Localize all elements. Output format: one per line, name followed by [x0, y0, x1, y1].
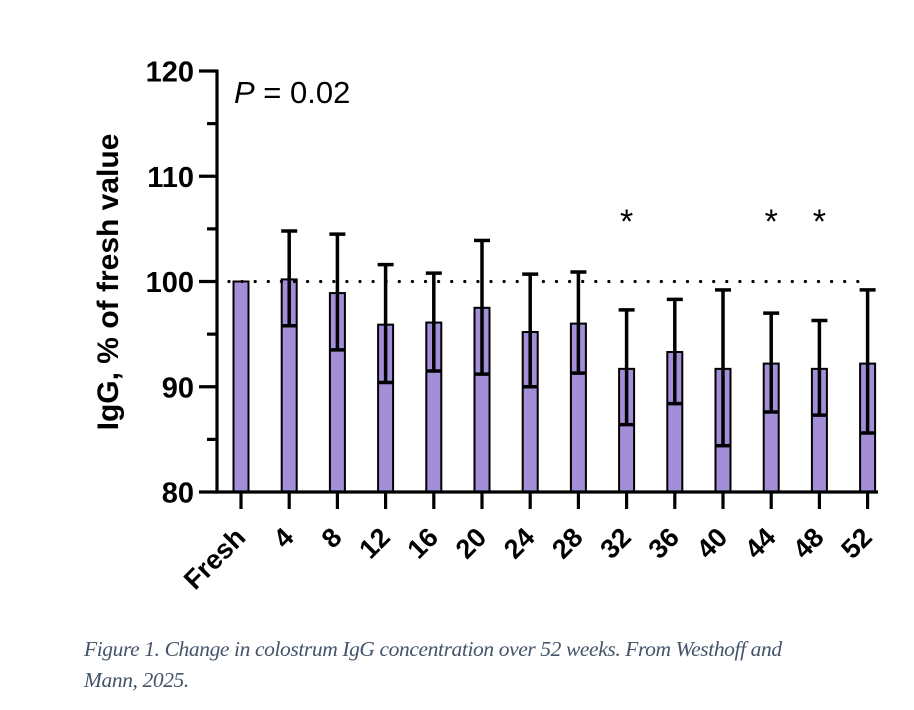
caption-line-2: Mann, 2025.	[84, 668, 189, 692]
error-bar-28	[570, 270, 587, 375]
bar-fresh	[232, 280, 250, 493]
x-tick-label: 24	[498, 522, 540, 564]
error-bar-52	[859, 288, 876, 435]
significance-star-32: *	[620, 203, 633, 241]
error-bar-8	[329, 232, 346, 352]
y-axis-label: IgG, % of fresh value	[92, 134, 125, 431]
error-bar-16	[425, 271, 442, 373]
p-value-annotation: P = 0.02	[234, 75, 350, 110]
error-bar-20	[474, 238, 490, 376]
error-bar-12	[377, 262, 394, 385]
bars-layer	[232, 278, 877, 494]
error-bars-layer	[281, 229, 876, 448]
x-tick-label: 44	[739, 522, 781, 564]
y-axis: 80 90 100 110 120	[146, 57, 219, 510]
x-tick-label: 40	[691, 522, 733, 564]
significance-star-48: *	[813, 203, 826, 241]
x-tick-label: 16	[402, 522, 444, 564]
y-tick-label: 90	[162, 372, 194, 404]
error-bar-4	[281, 229, 298, 328]
y-tick-label: 80	[162, 478, 194, 510]
p-symbol: P	[234, 75, 255, 110]
x-tick-label: 48	[787, 522, 829, 564]
x-tick-label: 4	[268, 522, 300, 554]
error-bar-40	[715, 288, 731, 448]
error-bar-32	[618, 308, 635, 427]
y-tick-label: 110	[147, 162, 194, 194]
x-tick-label: 20	[450, 522, 492, 564]
y-tick-label: 100	[146, 267, 194, 299]
x-tick-label: Fresh	[178, 522, 251, 595]
x-tick-label: 52	[835, 522, 877, 564]
p-value-text: = 0.02	[255, 75, 351, 110]
significance-star-44: *	[765, 203, 778, 241]
x-tick-label: 8	[316, 522, 348, 554]
x-tick-label: 32	[594, 522, 636, 564]
x-axis: Fresh 4 8 12 16 20 24 28 32 36 40 44 48 52	[178, 490, 878, 595]
caption-line-1: Figure 1. Change in colostrum IgG concen…	[84, 637, 782, 661]
x-tick-label: 12	[353, 522, 395, 564]
y-tick-label: 120	[146, 57, 194, 89]
error-bar-24	[522, 272, 539, 389]
x-tick-label: 36	[643, 522, 685, 564]
figure-caption: Figure 1. Change in colostrum IgG concen…	[84, 634, 904, 696]
x-tick-label: 28	[546, 522, 588, 564]
error-bar-44	[763, 311, 780, 414]
error-bar-36	[666, 297, 683, 406]
significance-markers: * * *	[620, 203, 826, 241]
error-bar-48	[811, 318, 828, 417]
